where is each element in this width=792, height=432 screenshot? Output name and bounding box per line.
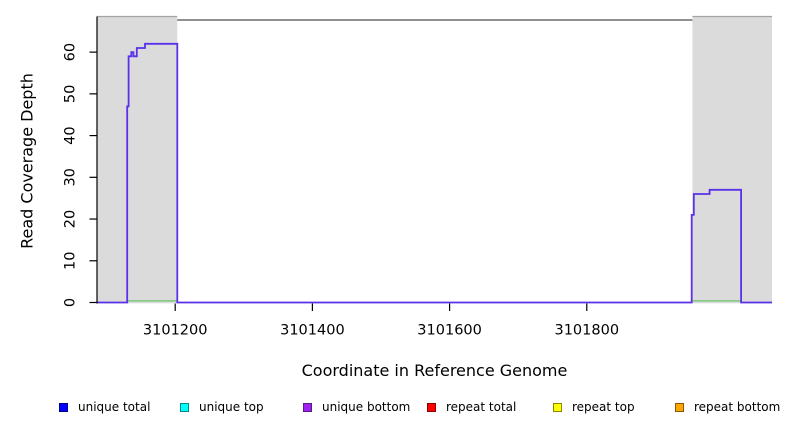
legend-item-unique-total: unique total (59, 398, 150, 416)
x-tick-label: 3101200 (143, 323, 208, 339)
legend-swatch-icon (553, 402, 562, 412)
legend-label: repeat total (446, 400, 517, 414)
legend-item-repeat-top: repeat top (553, 398, 635, 416)
legend-label: unique bottom (322, 400, 411, 414)
y-axis-title: Read Coverage Depth (17, 73, 37, 249)
legend: unique total unique top unique bottom repea… (0, 398, 792, 416)
legend-label: repeat bottom (694, 400, 781, 414)
legend-item-unique-top: unique top (180, 398, 264, 416)
legend-swatch-icon (427, 402, 436, 412)
x-tick-label: 3101400 (280, 323, 345, 339)
legend-label: unique total (78, 400, 151, 414)
legend-item-repeat-total: repeat total (427, 398, 516, 416)
legend-swatch-icon (59, 402, 68, 412)
y-tick-label: 0 (63, 298, 79, 307)
legend-item-unique-bottom: unique bottom (303, 398, 410, 416)
y-tick-label: 50 (63, 85, 79, 103)
y-tick-label: 20 (63, 210, 79, 228)
y-tick-label: 30 (63, 168, 79, 186)
y-tick-label: 60 (63, 43, 79, 61)
legend-item-repeat-bottom: repeat bottom (675, 398, 780, 416)
legend-label: unique top (199, 400, 264, 414)
coverage-plot-canvas: 0 10 20 30 40 50 60 3101200 3101400 3101600 310180… (63, 15, 772, 339)
shaded-region (692, 16, 772, 304)
x-tick-label: 3101600 (417, 323, 482, 339)
y-tick-label: 10 (63, 252, 79, 270)
y-tick-label: 40 (63, 126, 79, 144)
legend-swatch-icon (180, 402, 189, 412)
x-axis-title: Coordinate in Reference Genome (301, 361, 568, 380)
x-tick-label: 3101800 (554, 323, 619, 339)
legend-label: repeat top (572, 400, 635, 414)
coverage-step-line (97, 42, 772, 304)
legend-swatch-icon (303, 402, 312, 412)
shaded-region (97, 16, 178, 304)
legend-swatch-icon (675, 402, 684, 412)
